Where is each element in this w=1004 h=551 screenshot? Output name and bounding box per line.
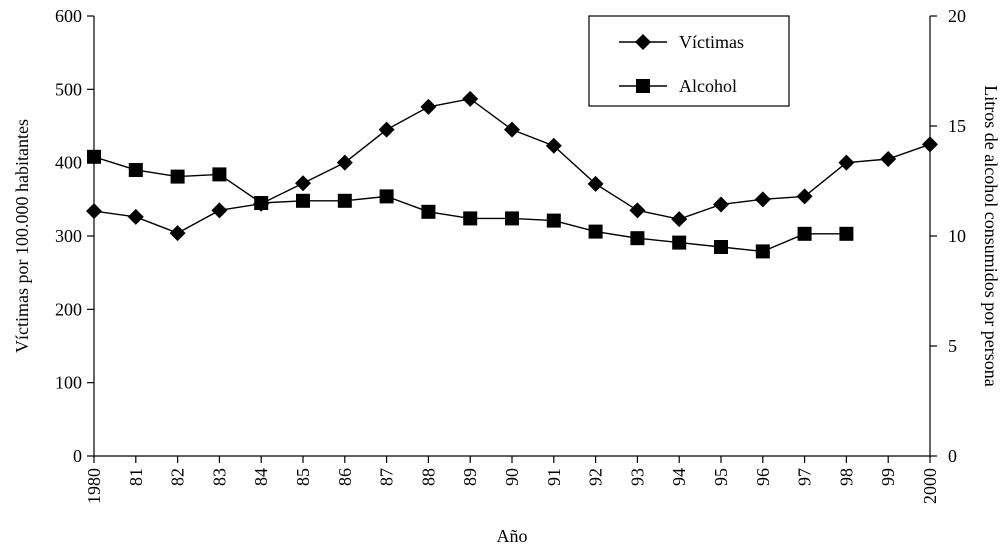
data-point <box>714 240 728 254</box>
x-tick-label: 96 <box>753 468 773 486</box>
series-layer <box>86 90 938 259</box>
data-point <box>87 149 101 164</box>
data-point <box>754 191 771 208</box>
data-point <box>420 98 437 115</box>
left-tick-label: 0 <box>73 446 82 466</box>
data-point <box>254 196 269 210</box>
data-point <box>587 175 604 192</box>
data-point <box>212 167 227 182</box>
data-point <box>463 211 478 226</box>
data-point <box>672 235 687 250</box>
data-point <box>629 202 646 219</box>
data-point <box>211 202 228 219</box>
data-point <box>713 196 729 213</box>
data-point <box>336 154 353 171</box>
left-y-axis-label: Víctimas por 100.000 habitantes <box>12 119 32 353</box>
x-tick-label: 82 <box>168 468 188 486</box>
data-point <box>296 193 310 208</box>
x-tick-label: 94 <box>669 468 689 486</box>
legend-box <box>588 15 790 107</box>
data-point <box>588 224 603 239</box>
data-point <box>546 213 561 228</box>
data-point <box>796 188 813 205</box>
data-point <box>295 175 311 192</box>
legend-marker <box>635 34 651 50</box>
left-tick-label: 100 <box>55 373 82 393</box>
right-y-axis-label: Litros de alcohol consumidos por persona <box>981 85 1001 386</box>
data-point <box>922 136 938 153</box>
right-y-ticks: 0 5 10 15 20 <box>930 6 966 466</box>
data-point <box>127 208 144 225</box>
x-tick-label: 91 <box>544 468 564 486</box>
data-point <box>170 169 185 184</box>
series-alcohol <box>87 149 854 259</box>
data-point <box>337 193 352 208</box>
legend-entry: Víctimas <box>619 32 744 52</box>
x-tick-label: 90 <box>502 468 522 486</box>
left-tick-label: 500 <box>55 79 82 99</box>
legend-label: Alcohol <box>679 76 737 96</box>
x-tick-label: 92 <box>586 468 606 486</box>
x-axis-label: Año <box>497 526 528 546</box>
legend-entry: Alcohol <box>619 76 737 96</box>
data-point <box>505 211 519 226</box>
left-tick-label: 600 <box>55 6 82 26</box>
x-tick-label: 88 <box>418 468 438 486</box>
data-point <box>86 203 102 220</box>
data-point <box>838 154 855 171</box>
right-tick-label: 20 <box>948 6 966 26</box>
x-tick-label: 99 <box>878 468 898 486</box>
left-tick-label: 400 <box>55 153 82 173</box>
data-point <box>671 211 688 228</box>
x-tick-label: 84 <box>251 468 271 486</box>
data-point <box>545 137 562 154</box>
x-ticks: 1980 81 82 83 84 85 86 87 88 89 90 91 92 93 94 95 96 97 98… <box>84 456 940 504</box>
data-point <box>504 121 520 138</box>
data-point <box>128 163 143 177</box>
x-tick-label: 1980 <box>84 468 104 504</box>
x-tick-label: 87 <box>377 468 397 486</box>
data-point <box>169 225 186 242</box>
data-point <box>839 226 854 241</box>
right-tick-label: 5 <box>948 336 957 356</box>
x-tick-label: 2000 <box>920 468 940 504</box>
legend-label: Víctimas <box>679 32 744 52</box>
left-tick-label: 300 <box>55 226 82 246</box>
x-tick-label: 95 <box>711 468 731 486</box>
right-tick-label: 15 <box>948 116 966 136</box>
x-tick-label: 93 <box>627 468 647 486</box>
x-tick-label: 81 <box>126 468 146 486</box>
x-tick-label: 86 <box>335 468 355 486</box>
data-point <box>421 204 436 219</box>
right-tick-label: 0 <box>948 446 957 466</box>
x-tick-label: 83 <box>209 468 229 486</box>
left-tick-label: 200 <box>55 299 82 319</box>
series-line <box>93 156 847 253</box>
right-tick-label: 10 <box>948 226 966 246</box>
data-point <box>379 189 394 204</box>
x-tick-label: 89 <box>460 468 480 486</box>
x-tick-label: 85 <box>293 468 313 486</box>
data-point <box>755 244 770 259</box>
legend: Víctimas Alcohol <box>588 15 790 107</box>
data-point <box>462 90 479 107</box>
data-point <box>630 231 645 246</box>
data-point <box>378 121 395 138</box>
legend-marker <box>636 79 650 93</box>
x-tick-label: 98 <box>836 468 856 486</box>
left-y-ticks: 0 100 200 300 400 500 600 <box>55 6 94 466</box>
x-tick-label: 97 <box>795 468 815 486</box>
data-point <box>797 226 812 241</box>
data-point <box>880 151 897 167</box>
